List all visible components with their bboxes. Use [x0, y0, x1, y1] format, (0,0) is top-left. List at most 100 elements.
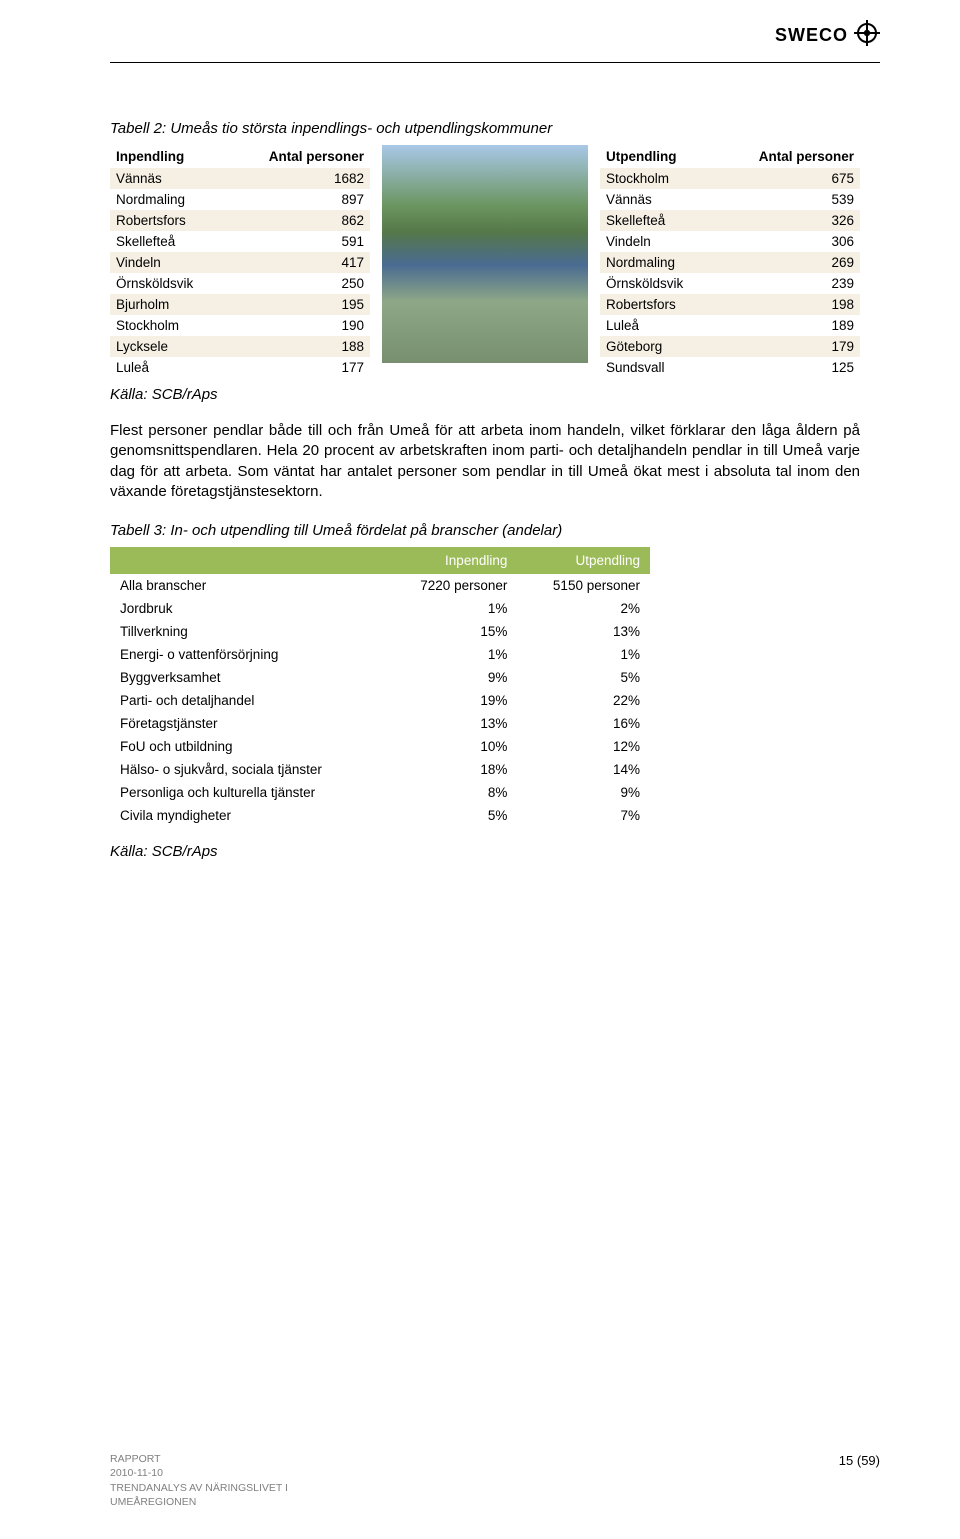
table-row: Jordbruk1%2%: [110, 597, 650, 620]
aerial-photo: [382, 145, 588, 363]
branch-cell-label: FoU och utbildning: [110, 735, 385, 758]
table-cell-value: 125: [718, 357, 860, 378]
table-row: Vindeln417: [110, 252, 370, 273]
table-cell-value: 897: [228, 189, 370, 210]
table-cell-label: Vindeln: [600, 231, 718, 252]
branch-cell-label: Civila myndigheter: [110, 804, 385, 827]
table-row: Energi- o vattenförsörjning1%1%: [110, 643, 650, 666]
table-cell-label: Örnsköldsvik: [600, 273, 718, 294]
table-row: Örnsköldsvik250: [110, 273, 370, 294]
utpendling-body: Stockholm675Vännäs539Skellefteå326Vindel…: [600, 168, 860, 378]
table-cell-label: Robertsfors: [600, 294, 718, 315]
table-cell-label: Vännäs: [110, 168, 228, 189]
table-row: Vindeln306: [600, 231, 860, 252]
branch-cell-in: 9%: [385, 666, 518, 689]
table-row: Sundsvall125: [600, 357, 860, 378]
table-cell-value: 675: [718, 168, 860, 189]
branch-cell-label: Energi- o vattenförsörjning: [110, 643, 385, 666]
branch-cell-in: 7220 personer: [385, 574, 518, 597]
table-row: Civila myndigheter5%7%: [110, 804, 650, 827]
table-cell-label: Sundsvall: [600, 357, 718, 378]
table-row: Alla branscher7220 personer5150 personer: [110, 574, 650, 597]
table-cell-value: 417: [228, 252, 370, 273]
table-cell-label: Robertsfors: [110, 210, 228, 231]
utpendling-header-value: Antal personer: [718, 145, 860, 168]
table-cell-label: Nordmaling: [600, 252, 718, 273]
table-row: Skellefteå591: [110, 231, 370, 252]
table2-source: Källa: SCB/rAps: [110, 843, 860, 860]
table-cell-value: 269: [718, 252, 860, 273]
table-cell-label: Örnsköldsvik: [110, 273, 228, 294]
branch-cell-in: 1%: [385, 643, 518, 666]
logo-symbol-icon: [854, 20, 880, 51]
branch-cell-in: 18%: [385, 758, 518, 781]
branch-cell-ut: 22%: [517, 689, 650, 712]
footer-line3: TRENDANALYS AV NÄRINGSLIVET I: [110, 1481, 880, 1495]
inpendling-body: Vännäs1682Nordmaling897Robertsfors862Ske…: [110, 168, 370, 378]
table-cell-value: 539: [718, 189, 860, 210]
table-cell-label: Vännäs: [600, 189, 718, 210]
table-row: Örnsköldsvik239: [600, 273, 860, 294]
table-row: Byggverksamhet9%5%: [110, 666, 650, 689]
table-cell-value: 306: [718, 231, 860, 252]
table-cell-value: 190: [228, 315, 370, 336]
table-row: Göteborg179: [600, 336, 860, 357]
table-row: Parti- och detaljhandel19%22%: [110, 689, 650, 712]
branch-header-blank: [110, 547, 385, 574]
branch-cell-in: 1%: [385, 597, 518, 620]
branch-header-in: Inpendling: [385, 547, 518, 574]
table-cell-value: 198: [718, 294, 860, 315]
branch-cell-label: Företagstjänster: [110, 712, 385, 735]
table-row: Vännäs1682: [110, 168, 370, 189]
inpendling-header-label: Inpendling: [110, 145, 228, 168]
branch-cell-ut: 2%: [517, 597, 650, 620]
branch-body: Alla branscher7220 personer5150 personer…: [110, 574, 650, 827]
table-row: Nordmaling897: [110, 189, 370, 210]
table-cell-value: 179: [718, 336, 860, 357]
table-row: Luleå189: [600, 315, 860, 336]
footer-line4: UMEÅREGIONEN: [110, 1495, 880, 1509]
branch-cell-in: 5%: [385, 804, 518, 827]
table-cell-label: Luleå: [110, 357, 228, 378]
branch-table: Inpendling Utpendling Alla branscher7220…: [110, 547, 650, 827]
branch-header-ut: Utpendling: [517, 547, 650, 574]
branch-cell-in: 13%: [385, 712, 518, 735]
branch-cell-ut: 13%: [517, 620, 650, 643]
branch-cell-label: Jordbruk: [110, 597, 385, 620]
table-row: Företagstjänster13%16%: [110, 712, 650, 735]
branch-cell-in: 19%: [385, 689, 518, 712]
branch-cell-ut: 5%: [517, 666, 650, 689]
table-row: Luleå177: [110, 357, 370, 378]
table-cell-label: Skellefteå: [110, 231, 228, 252]
branch-cell-label: Byggverksamhet: [110, 666, 385, 689]
table-cell-value: 188: [228, 336, 370, 357]
table-cell-label: Skellefteå: [600, 210, 718, 231]
branch-cell-label: Tillverkning: [110, 620, 385, 643]
table-cell-label: Luleå: [600, 315, 718, 336]
table-row: Personliga och kulturella tjänster8%9%: [110, 781, 650, 804]
table-cell-value: 195: [228, 294, 370, 315]
inpendling-utpendling-block: Inpendling Antal personer Vännäs1682Nord…: [110, 145, 860, 378]
table-row: Stockholm675: [600, 168, 860, 189]
branch-cell-in: 15%: [385, 620, 518, 643]
table-cell-label: Nordmaling: [110, 189, 228, 210]
table-row: Vännäs539: [600, 189, 860, 210]
table-cell-value: 1682: [228, 168, 370, 189]
page-number: 15 (59): [839, 1452, 880, 1470]
table-cell-value: 862: [228, 210, 370, 231]
sweco-logo: SWECO: [775, 20, 880, 51]
paragraph-1: Flest personer pendlar både till och frå…: [110, 421, 860, 502]
table1-source: Källa: SCB/rAps: [110, 386, 860, 403]
branch-cell-ut: 1%: [517, 643, 650, 666]
table2-caption: Tabell 3: In- och utpendling till Umeå f…: [110, 522, 860, 539]
utpendling-table: Utpendling Antal personer Stockholm675Vä…: [600, 145, 860, 378]
footer-line2: 2010-11-10: [110, 1466, 880, 1480]
footer-line1: RAPPORT: [110, 1452, 880, 1466]
table-cell-value: 177: [228, 357, 370, 378]
table-row: Robertsfors198: [600, 294, 860, 315]
table1-caption: Tabell 2: Umeås tio största inpendlings-…: [110, 120, 860, 137]
table-cell-value: 239: [718, 273, 860, 294]
table-cell-label: Göteborg: [600, 336, 718, 357]
table-cell-label: Lycksele: [110, 336, 228, 357]
table-cell-value: 189: [718, 315, 860, 336]
